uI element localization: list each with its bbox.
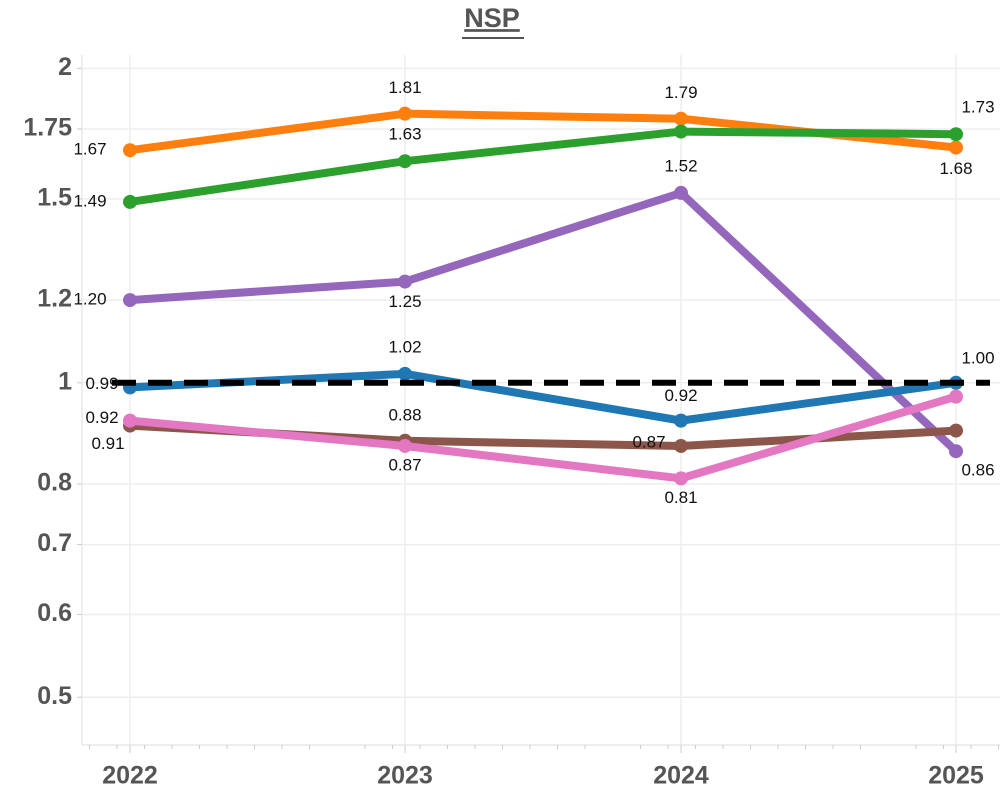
point xyxy=(674,124,688,139)
point xyxy=(398,154,412,169)
point xyxy=(674,185,688,200)
series-line xyxy=(129,127,957,206)
data-label: 1.52 xyxy=(664,156,697,175)
data-label: 0.99 xyxy=(85,374,118,393)
point xyxy=(398,274,412,289)
series-line xyxy=(129,392,958,483)
point xyxy=(674,413,688,428)
chart-title: NSP xyxy=(464,3,520,33)
y-tick-label: 0.7 xyxy=(37,529,72,557)
data-label: 1.81 xyxy=(388,78,421,97)
point xyxy=(674,438,688,453)
x-tick-label: 2022 xyxy=(102,762,158,790)
y-tick-label: 0.5 xyxy=(37,682,72,710)
point xyxy=(123,143,137,158)
y-tick-label: 1.5 xyxy=(37,184,72,212)
data-label: 1.63 xyxy=(388,125,421,144)
data-label: 0.88 xyxy=(388,405,421,424)
point xyxy=(949,423,963,438)
point xyxy=(674,471,688,486)
y-tick-label: 1 xyxy=(58,367,72,395)
data-label: 1.68 xyxy=(939,159,972,178)
x-tick-label: 2025 xyxy=(928,762,984,790)
data-label: 1.02 xyxy=(388,337,421,356)
data-label: 1.00 xyxy=(961,348,994,367)
point xyxy=(123,293,137,308)
point xyxy=(949,444,963,459)
data-label: 0.86 xyxy=(961,461,994,480)
data-label: 1.49 xyxy=(73,191,106,210)
data-label: 1.73 xyxy=(961,98,994,117)
point xyxy=(949,140,963,155)
y-tick-label: 2 xyxy=(58,53,72,81)
data-label: 1.25 xyxy=(388,292,421,311)
data-label: 0.87 xyxy=(632,432,665,451)
point xyxy=(123,194,137,209)
point xyxy=(949,127,963,142)
y-tick-label: 0.6 xyxy=(37,599,72,627)
data-label: 1.79 xyxy=(664,83,697,102)
x-tick-label: 2024 xyxy=(653,762,709,790)
data-label: 0.92 xyxy=(85,408,118,427)
point xyxy=(398,106,412,121)
point xyxy=(398,366,412,381)
data-label: 1.67 xyxy=(73,140,106,159)
data-label: 0.87 xyxy=(388,455,421,474)
point xyxy=(398,438,412,453)
series-line xyxy=(129,188,959,455)
point xyxy=(674,111,688,126)
y-tick-label: 0.8 xyxy=(37,469,72,497)
data-label: 1.20 xyxy=(73,290,106,309)
data-label: 0.91 xyxy=(91,434,124,453)
y-tick-label: 1.2 xyxy=(37,285,72,313)
point xyxy=(123,413,137,428)
point xyxy=(949,389,963,404)
y-tick-label: 1.75 xyxy=(23,114,72,142)
data-label: 0.81 xyxy=(664,488,697,507)
x-tick-label: 2023 xyxy=(377,762,433,790)
data-label: 0.92 xyxy=(664,386,697,405)
